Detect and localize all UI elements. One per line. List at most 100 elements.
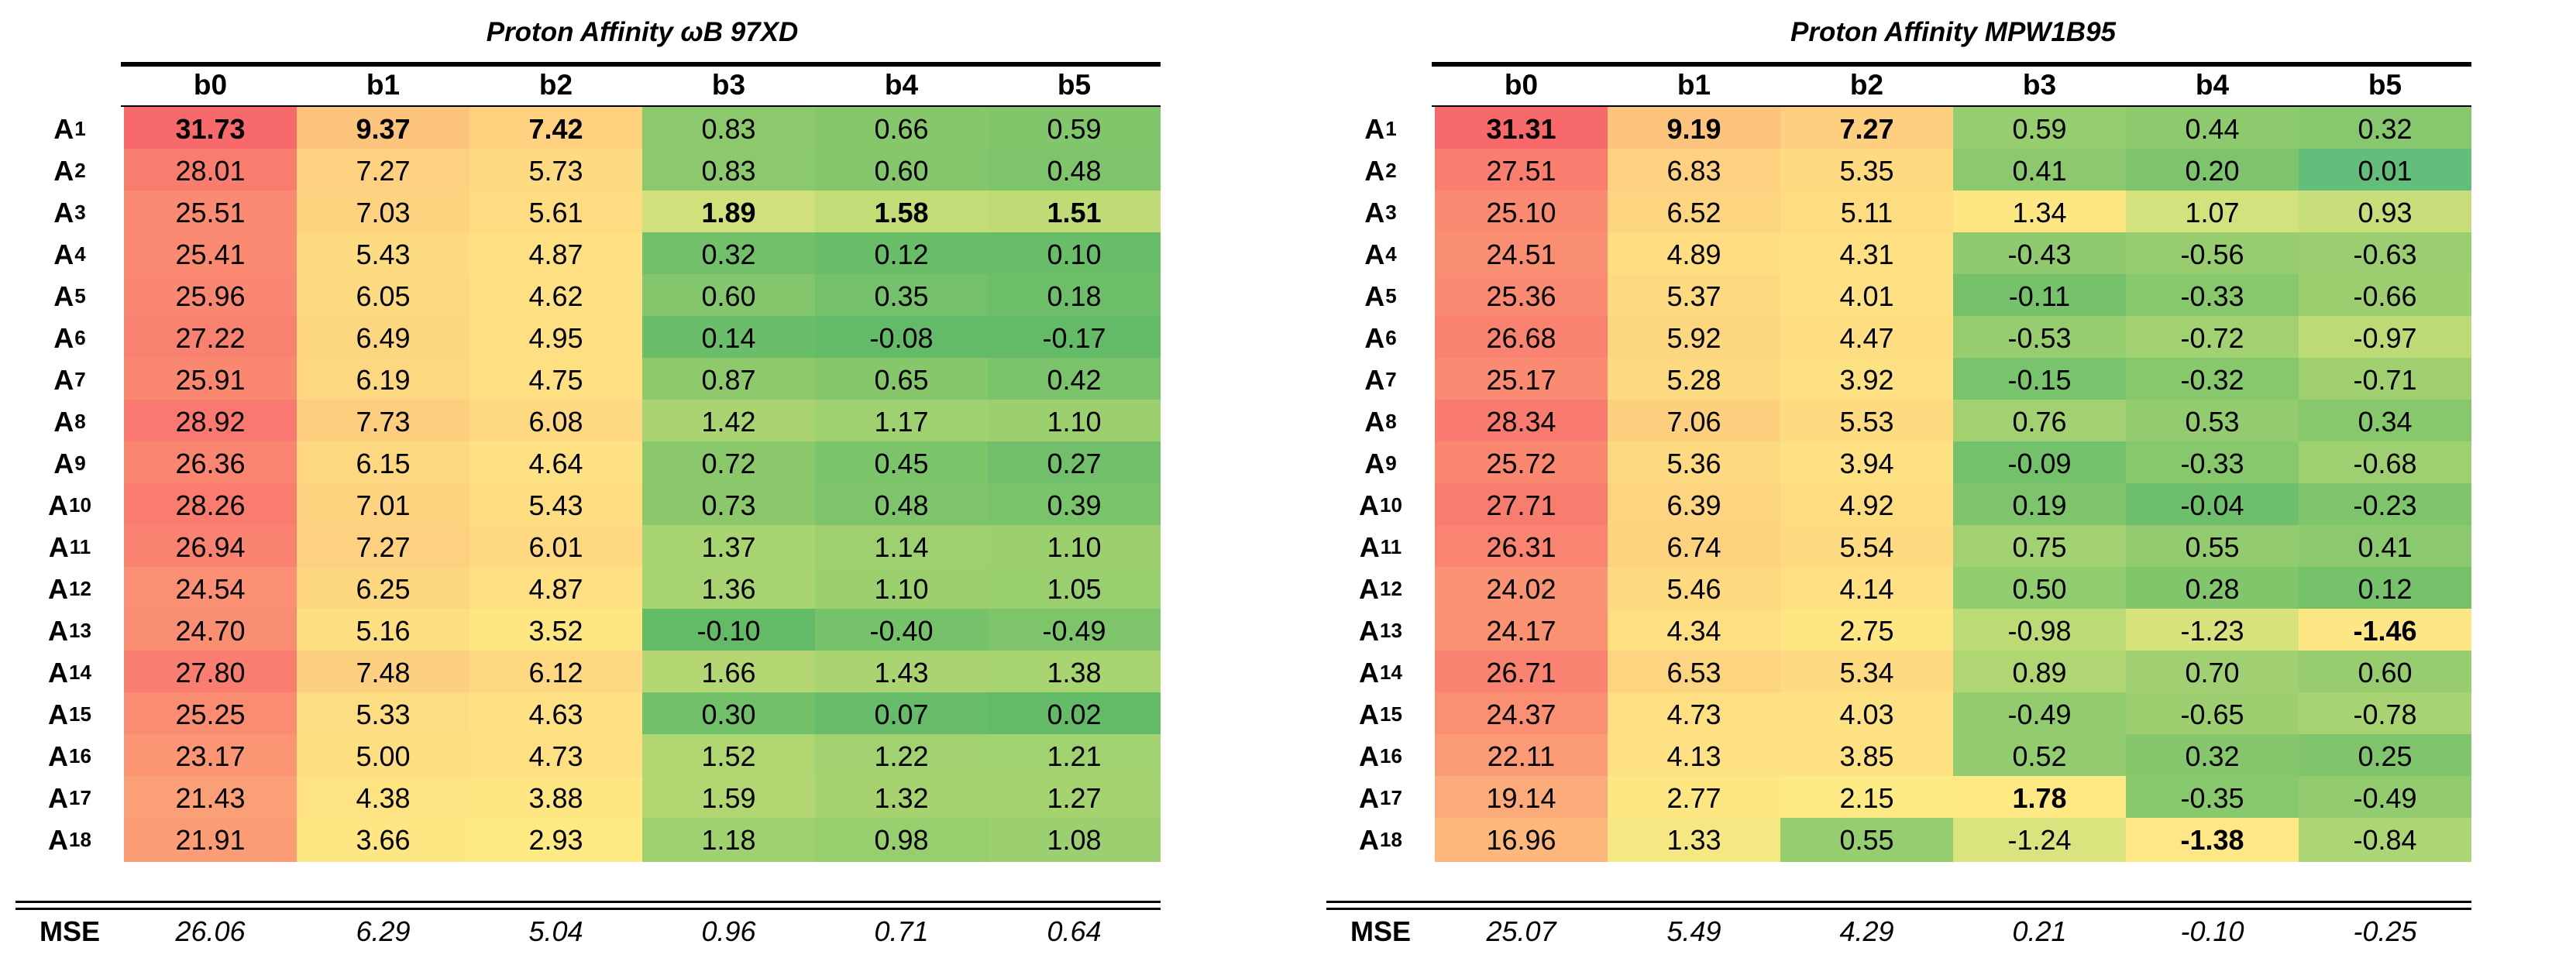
table-cell: 25.25 [124,692,297,737]
table-cell: 4.73 [469,734,642,778]
table-cell: 1.10 [988,400,1161,444]
table-cell: 5.35 [1780,149,1953,193]
table-cell: -0.33 [2126,274,2299,318]
table-cell: 4.38 [297,776,469,820]
table-cell: 5.28 [1608,358,1780,402]
table-cell: -0.63 [2299,232,2471,276]
row-label-index: 14 [1380,661,1402,684]
header-rule [1432,62,2471,67]
row-label-index: 9 [1385,452,1397,475]
table-cell: 1.08 [988,818,1161,862]
table-cell: -0.68 [2299,441,2471,486]
table-cell: 0.28 [2126,567,2299,611]
table-cell: 5.43 [297,232,469,276]
row-label: A 10 [15,483,124,527]
table-cell: 6.39 [1608,483,1780,527]
table-cell: 1.18 [642,818,815,862]
table-cell: 4.34 [1608,609,1780,653]
table-cell: -0.17 [988,316,1161,360]
table-cell: 28.92 [124,400,297,444]
table-cell: 4.92 [1780,483,1953,527]
table-cell: 5.54 [1780,525,1953,569]
table-cell: 0.83 [642,149,815,193]
row-label-prefix: A [53,405,74,438]
row-label-prefix: A [53,321,74,354]
table-cell: 1.17 [815,400,988,444]
table-cell: 28.34 [1435,400,1608,444]
table-cell: 0.83 [642,107,815,151]
table-cell: 5.34 [1780,651,1953,695]
row-label: A 13 [15,609,124,653]
row-label-prefix: A [53,238,74,270]
table-cell: 6.52 [1608,191,1780,235]
row-label-prefix: A [53,196,74,228]
table-cell: -0.56 [2126,232,2299,276]
table-cell: 4.89 [1608,232,1780,276]
table-cell: 1.22 [815,734,988,778]
table-cell: 2.75 [1780,609,1953,653]
table-cell: 0.44 [2126,107,2299,151]
row-label-prefix: A [1364,154,1385,187]
row-label-index: 11 [1380,535,1402,558]
table-cell: -0.84 [2299,818,2471,862]
table-cell: 1.51 [988,191,1161,235]
table-cell: -0.72 [2126,316,2299,360]
table-cell: 0.70 [2126,651,2299,695]
table-cell: 6.19 [297,358,469,402]
row-label-index: 10 [69,493,91,517]
table-cell: 5.53 [1780,400,1953,444]
row-label-prefix: A [1359,740,1380,772]
table-cell: -0.49 [988,609,1161,653]
row-label-index: 13 [1380,619,1402,642]
table-cell: 5.16 [297,609,469,653]
table-cell: 1.14 [815,525,988,569]
table-cell: 1.33 [1608,818,1780,862]
table-cell: 1.10 [988,525,1161,569]
table-cell: 31.73 [124,107,297,151]
row-label-index: 17 [69,786,91,809]
table-cell: 5.73 [469,149,642,193]
summary-label: MSE [39,915,100,947]
table-cell: 3.94 [1780,441,1953,486]
table-cell: 26.71 [1435,651,1608,695]
row-label-index: 3 [1385,201,1397,224]
row-label-index: 4 [74,242,86,266]
table-cell: 5.37 [1608,274,1780,318]
table-cell: 1.10 [815,567,988,611]
table-cell: 0.98 [815,818,988,862]
table-cell: 0.19 [1953,483,2126,527]
table-cell: 4.01 [1780,274,1953,318]
table-cell: 24.51 [1435,232,1608,276]
table-cell: 1.52 [642,734,815,778]
table-cell: 4.75 [469,358,642,402]
row-label: A 12 [15,567,124,611]
summary-cell: -0.10 [2180,915,2244,947]
table-cell: -0.78 [2299,692,2471,737]
summary-cell: -0.25 [2353,915,2417,947]
table-cell: 0.10 [988,232,1161,276]
summary-cell: 0.71 [874,915,929,947]
table-cell: 7.27 [297,149,469,193]
table-cell: 1.27 [988,776,1161,820]
row-label-prefix: A [48,572,69,605]
table-cell: 0.30 [642,692,815,737]
row-label-index: 18 [69,828,91,851]
table-cell: 6.15 [297,441,469,486]
table-cell: -1.38 [2126,818,2299,862]
table-cell: 25.41 [124,232,297,276]
table-cell: 3.66 [297,818,469,862]
row-label: A 14 [15,651,124,695]
table-cell: 1.59 [642,776,815,820]
table-cell: 24.02 [1435,567,1608,611]
table-cell: 1.05 [988,567,1161,611]
row-label-index: 16 [1380,744,1402,767]
table-cell: 4.47 [1780,316,1953,360]
row-label-index: 12 [69,577,91,600]
column-header: b1 [366,69,401,101]
row-label-prefix: A [1359,489,1380,521]
